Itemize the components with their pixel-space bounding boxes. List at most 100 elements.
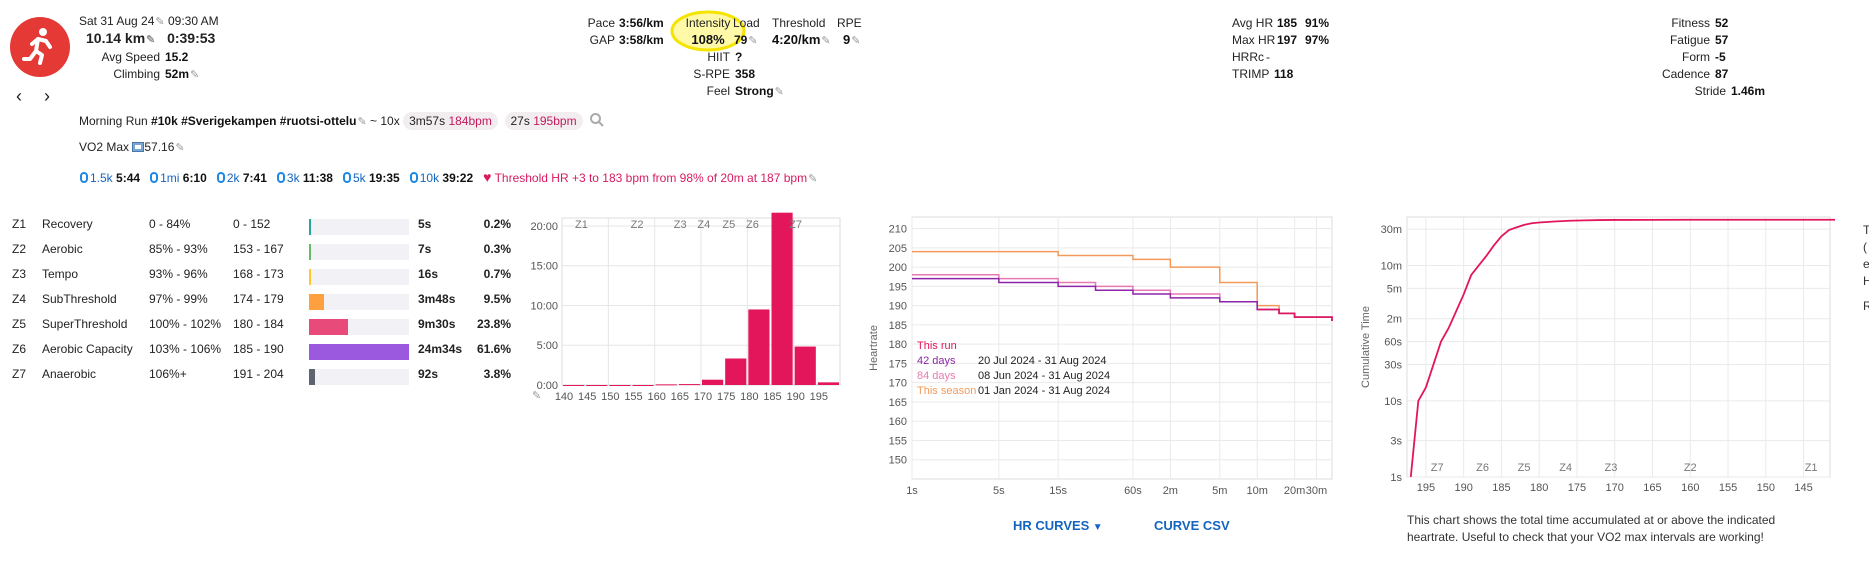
hiit-value: ?	[735, 50, 743, 64]
zone-name: SubThreshold	[42, 292, 117, 306]
edit-threshold-pencil-icon[interactable]: ✎	[821, 35, 831, 47]
hr-histogram-chart: 0:00 5:00 10:00 15:00 20:00 140 145 150 155 160 16…	[530, 212, 841, 403]
previous-activity-button[interactable]: ‹	[16, 86, 22, 106]
zone-share: 0.2%	[483, 217, 511, 231]
zone-name: Aerobic Capacity	[42, 342, 133, 356]
avg-hr-percent: 91%	[1305, 16, 1330, 30]
stopwatch-icon	[216, 172, 225, 183]
interval-1-hr: 184bpm	[448, 114, 492, 128]
histogram-bar	[817, 382, 839, 385]
trimp-label: TRIMP	[1232, 67, 1270, 81]
edit-histogram-pencil-icon[interactable]: ✎	[532, 390, 542, 402]
form-label: Form	[1682, 50, 1710, 64]
clipped-fragment-3: e	[1863, 257, 1869, 271]
zone-percent-range: 85% - 93%	[149, 242, 208, 256]
max-hr-percent: 97%	[1305, 33, 1330, 47]
edit-description-pencil-icon[interactable]: ✎	[357, 116, 367, 128]
best-effort-3k[interactable]: 3k 11:38	[276, 171, 333, 185]
activity-tags[interactable]: #10k #Sverigekampen #ruotsi-ottelu	[151, 114, 357, 128]
edit-climbing-pencil-icon[interactable]: ✎	[190, 69, 200, 81]
cumulative-chart-note: This chart shows the total time accumula…	[1407, 513, 1775, 544]
x-tick-label: 160	[1681, 482, 1699, 494]
zone-name: SuperThreshold	[42, 317, 128, 331]
stride-value: 1.46m	[1731, 84, 1766, 98]
cadence-label: Cadence	[1661, 67, 1710, 81]
y-tick-label: 190	[889, 301, 907, 313]
avg-speed-value: 15.2	[165, 50, 189, 64]
best-effort-2k[interactable]: 2k 7:41	[216, 171, 267, 185]
trimp-value: 118	[1274, 67, 1294, 81]
fatigue-value: 57	[1715, 33, 1729, 47]
x-tick-label: 15s	[1049, 485, 1067, 497]
x-tick-label: 155	[624, 391, 642, 403]
x-tick-label: 165	[671, 391, 689, 403]
zone-share: 61.6%	[476, 342, 511, 356]
activity-time: 09:30 AM	[167, 14, 219, 28]
fitness-value: 52	[1715, 16, 1729, 30]
y-tick-label: 150	[889, 455, 907, 467]
avg-hr-label: Avg HR	[1232, 16, 1274, 30]
edit-date-pencil-icon[interactable]: ✎	[155, 16, 165, 28]
best-effort-10k-time: 39:22	[442, 171, 474, 185]
legend-series-name: This season	[917, 385, 976, 397]
histogram-bar	[563, 385, 585, 386]
hr-curves-dropdown[interactable]: HR CURVES ▼	[1013, 518, 1103, 533]
load-value: 79	[734, 33, 748, 47]
edit-feel-pencil-icon[interactable]: ✎	[774, 86, 784, 98]
x-tick-label: 165	[1643, 482, 1661, 494]
edit-distance-pencil-icon[interactable]: ✎	[146, 34, 156, 46]
clipped-right-panel: T ( e H R	[1863, 222, 1869, 315]
feel-label: Feel	[706, 84, 730, 98]
edit-threshold-hr-pencil-icon[interactable]: ✎	[808, 173, 818, 185]
pace-value: 3:56/km	[619, 16, 664, 30]
zone-name: Recovery	[42, 217, 93, 231]
stopwatch-icon	[409, 172, 418, 183]
best-effort-1-5k[interactable]: 1.5k 5:44	[80, 171, 140, 185]
zone-share: 0.7%	[483, 267, 511, 281]
y-tick-label: 0:00	[537, 380, 558, 392]
best-effort-1mi[interactable]: 1mi 6:10	[150, 171, 207, 185]
best-effort-10k[interactable]: 10k 39:22	[409, 171, 474, 185]
stopwatch-icon	[276, 172, 285, 183]
zone-bar-fill	[309, 294, 325, 310]
zone-code: Z4	[12, 292, 27, 306]
edit-vo2-pencil-icon[interactable]: ✎	[175, 142, 185, 154]
zone-name: Tempo	[42, 267, 79, 281]
search-icon[interactable]	[589, 112, 605, 128]
clipped-fragment-5: R	[1863, 299, 1869, 313]
curve-csv-button[interactable]: CURVE CSV	[1154, 518, 1230, 533]
best-effort-1mi-dist: 1mi	[160, 171, 180, 185]
srpe-value: 358	[735, 67, 756, 81]
x-tick-label: 170	[694, 391, 712, 403]
interval-chip-1[interactable]: 3m57s 184bpm	[403, 112, 498, 130]
x-tick-label: 190	[786, 391, 804, 403]
heart-icon: ♥	[483, 169, 492, 185]
best-effort-3k-dist: 3k	[286, 171, 300, 185]
histogram-bar	[586, 385, 608, 386]
legend-series-name: 84 days	[917, 370, 956, 382]
vo2-max-value: 57.16	[144, 140, 175, 154]
interval-chip-2[interactable]: 27s 195bpm	[504, 112, 583, 130]
y-tick-label: 3s	[1390, 436, 1402, 448]
best-effort-2k-time: 7:41	[242, 171, 267, 185]
hr-curves-chart: 150 155 160 165 170 175 180 185 190 195 200 205 210 1…	[868, 216, 1333, 497]
next-activity-button[interactable]: ›	[44, 86, 50, 106]
edit-load-pencil-icon[interactable]: ✎	[748, 35, 758, 47]
intensity-highlight-circle	[670, 10, 746, 52]
climbing-group: 52m✎	[165, 67, 199, 81]
vo2-max-label: VO2 Max	[79, 140, 130, 154]
zone-time: 92s	[418, 367, 439, 381]
zone-label: Z5	[1518, 462, 1531, 474]
clipped-fragment-4: H	[1863, 274, 1869, 288]
x-tick-label: 180	[740, 391, 758, 403]
zone-bar-fill	[309, 244, 311, 260]
zone-label: Z3	[1605, 462, 1618, 474]
threshold-hr-note[interactable]: ♥ Threshold HR +3 to 183 bpm from 98% of…	[483, 169, 807, 185]
x-tick-label: 60s	[1124, 485, 1142, 497]
zone-bar-fill	[309, 369, 316, 385]
best-effort-5k[interactable]: 5k 19:35	[342, 171, 400, 185]
gap-value: 3:58/km	[619, 33, 664, 47]
edit-rpe-pencil-icon[interactable]: ✎	[851, 35, 861, 47]
best-effort-1-5k-dist: 1.5k	[90, 171, 113, 185]
x-tick-label: 185	[763, 391, 781, 403]
